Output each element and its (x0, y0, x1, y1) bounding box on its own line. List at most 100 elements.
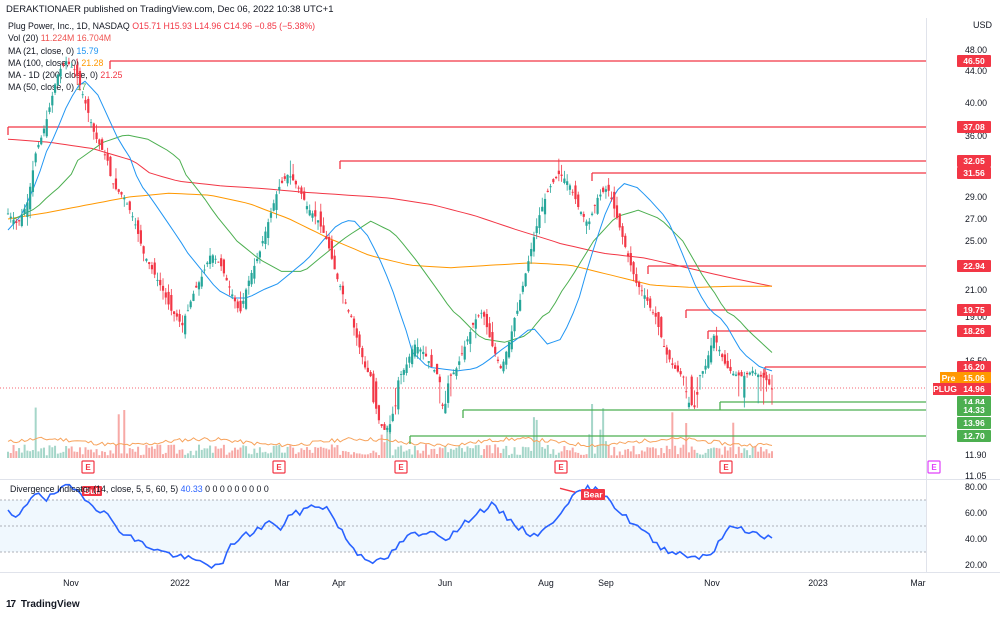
level-badge (957, 155, 991, 167)
ma50-line (13, 134, 773, 353)
volume-bar (726, 450, 729, 458)
candle-body (560, 174, 563, 176)
divergence-legend[interactable]: Divergence Indicator (14, close, 5, 5, 6… (10, 484, 269, 494)
price-tick-label[interactable]: 40.00 (965, 98, 987, 108)
legend-ma100-row[interactable]: MA (100, close, 0) 21.28 (8, 57, 315, 69)
candle-body (253, 265, 256, 279)
legend-ma200-row[interactable]: MA - 1D (200, close, 0) 21.25 (8, 69, 315, 81)
legend-symbol[interactable]: Plug Power, Inc., 1D, NASDAQ (8, 21, 130, 31)
volume-bar (424, 444, 427, 458)
candle-body (447, 383, 450, 403)
volume-bar (59, 452, 62, 458)
earnings-marker-icon[interactable] (927, 460, 941, 474)
legend-ma50-label: MA (50, close, 0) (8, 82, 75, 93)
time-axis-label[interactable]: Nov (704, 578, 720, 588)
candle-body (73, 69, 76, 71)
bull-tag-text: Bull (84, 486, 100, 496)
volume-bar (62, 451, 65, 458)
earnings-marker-icon[interactable] (719, 460, 733, 474)
indicator-tick-label[interactable]: 80.00 (965, 482, 987, 492)
volume-bar (361, 454, 364, 458)
candle-body (206, 262, 209, 265)
indicator-tick-label[interactable]: 60.00 (965, 508, 987, 518)
price-tick-label[interactable]: 27.00 (965, 214, 987, 224)
candle-body (632, 262, 635, 275)
time-axis-label[interactable]: Apr (332, 578, 346, 588)
volume-bar (505, 445, 508, 458)
price-tick-label[interactable]: 48.00 (965, 45, 987, 55)
candle-body (139, 230, 142, 244)
price-tick-label[interactable]: 36.00 (965, 131, 987, 141)
price-tick-label[interactable]: 19.00 (965, 312, 987, 322)
volume-bar (128, 448, 131, 458)
price-tick-label[interactable]: 11.05 (965, 471, 986, 481)
volume-bar (408, 449, 411, 458)
earnings-marker-icon[interactable] (394, 460, 408, 474)
volume-bar (145, 444, 148, 458)
candle-body (26, 202, 29, 218)
volume-bar (563, 446, 566, 458)
volume-bar (112, 453, 115, 458)
indicator-axis-ticks[interactable]: 80.00 60.00 40.00 20.00 (965, 482, 987, 570)
level-badge-text: 16.20 (963, 362, 985, 372)
indicator-tick-label[interactable]: 40.00 (965, 534, 987, 544)
volume-bar (499, 453, 502, 458)
candle-body (593, 205, 596, 206)
divergence-zeros: 0 0 0 0 0 0 0 0 0 (205, 484, 269, 494)
candle-body (239, 300, 242, 312)
candle-body (220, 258, 223, 267)
earnings-marker-icon[interactable] (554, 460, 568, 474)
volume-bar (120, 453, 123, 458)
candle-body (712, 335, 715, 349)
legend-ma50-row[interactable]: MA (50, close, 0) 17 (8, 81, 315, 93)
candle-body (106, 153, 109, 161)
time-axis-label[interactable]: Aug (538, 578, 554, 588)
candle-body (192, 293, 195, 301)
indicator-tick-label[interactable]: 20.00 (965, 560, 987, 570)
candle-body (297, 187, 300, 189)
volume-bar (488, 445, 491, 458)
candle-body (416, 347, 419, 354)
candle-body (521, 285, 524, 292)
volume-bar (405, 450, 408, 458)
volume-bar (281, 452, 284, 458)
time-axis-label[interactable]: Mar (910, 578, 925, 588)
volume-bar (353, 452, 356, 458)
volume-bar (283, 452, 286, 458)
legend-ma21-row[interactable]: MA (21, close, 0) 15.79 (8, 45, 315, 57)
volume-bar (654, 448, 657, 458)
price-tick-label[interactable]: 29.00 (965, 192, 987, 202)
tradingview-footer[interactable]: 17 TradingView (6, 599, 80, 610)
candle-body (114, 178, 118, 190)
candle-body (267, 222, 270, 238)
volume-bar (483, 449, 486, 458)
time-axis-label[interactable]: Mar (274, 578, 289, 588)
candle-body (70, 66, 73, 68)
legend-volume-row[interactable]: Vol (20) 11.224M 16.704M (8, 32, 315, 44)
volume-bar (771, 451, 773, 458)
earnings-marker-icon[interactable] (81, 460, 95, 474)
time-axis-label[interactable]: Nov (63, 578, 79, 588)
time-axis-label[interactable]: 2023 (808, 578, 828, 588)
price-tick-label[interactable]: 21.00 (965, 285, 987, 295)
time-axis-label[interactable]: Sep (598, 578, 614, 588)
volume-bar (671, 412, 674, 458)
candle-body (316, 220, 320, 223)
volume-bar (245, 446, 248, 458)
volume-bar (668, 449, 671, 458)
price-tick-label[interactable]: 25.00 (965, 236, 987, 246)
volume-bar (134, 451, 137, 458)
candle-body (278, 186, 281, 191)
candle-body (186, 310, 190, 312)
price-tick-label[interactable]: 44.00 (965, 66, 987, 76)
earnings-marker-icon[interactable] (272, 460, 286, 474)
candle-body (200, 276, 203, 287)
price-tick-label[interactable]: 11.90 (965, 450, 986, 460)
time-axis-labels[interactable]: Nov 2022 Mar Apr Jun Aug Sep Nov 2023 Mar (63, 578, 925, 588)
level-badge (957, 55, 991, 67)
time-axis-label[interactable]: Jun (438, 578, 452, 588)
time-axis-label[interactable]: 2022 (170, 578, 190, 588)
candle-body (17, 220, 21, 222)
